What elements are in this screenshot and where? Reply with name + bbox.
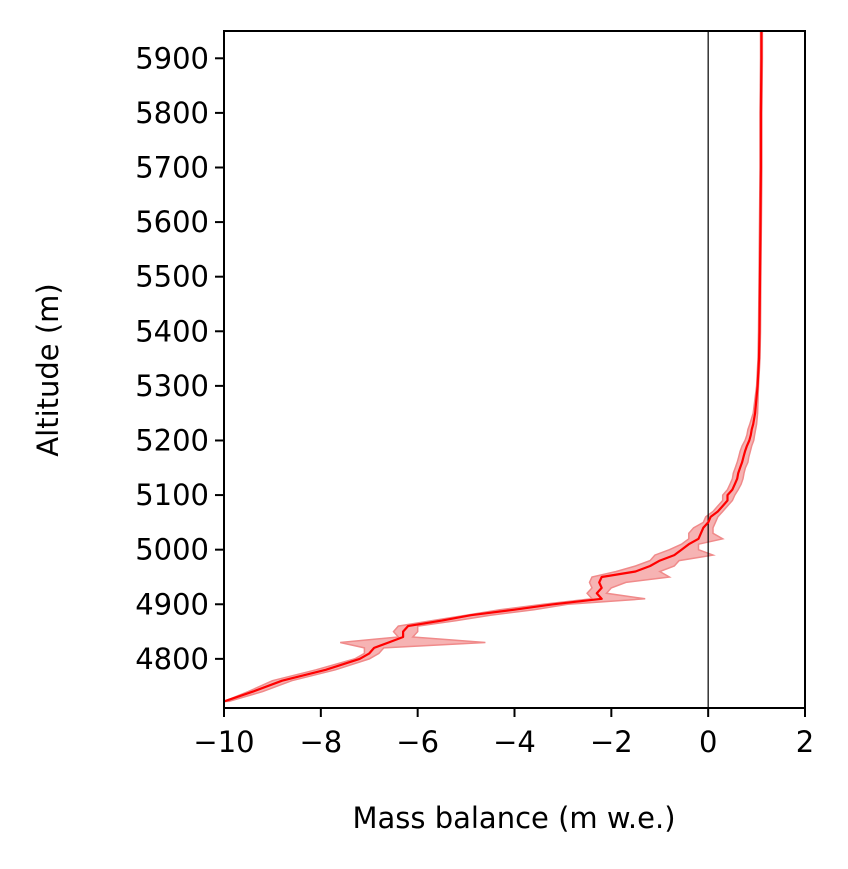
- x-tick-label: 2: [796, 725, 814, 759]
- y-tick-label: 4900: [135, 587, 209, 621]
- y-tick-label: 5600: [135, 205, 209, 239]
- y-tick-label: 5100: [135, 478, 209, 512]
- plot-frame: [223, 30, 806, 709]
- plot-area: [223, 30, 806, 709]
- x-tick-label: −2: [590, 725, 633, 759]
- y-axis-label: Altitude (m): [31, 283, 65, 456]
- y-tick-label: 5800: [135, 96, 209, 130]
- y-axis: 4800 4900 5000 5100 5200 5300 5400 5500 5600 5700…: [135, 41, 224, 676]
- y-tick-label: 5500: [135, 260, 209, 294]
- y-tick-label: 5000: [135, 533, 209, 567]
- x-tick-label: −4: [493, 725, 536, 759]
- y-tick-label: 5900: [135, 41, 209, 75]
- y-tick-label: 5300: [135, 369, 209, 403]
- y-tick-label: 4800: [135, 642, 209, 676]
- x-tick-label: 0: [699, 725, 717, 759]
- x-tick-label: −10: [193, 725, 254, 759]
- y-tick-label: 5700: [135, 150, 209, 184]
- x-axis-label: Mass balance (m w.e.): [352, 801, 675, 835]
- x-axis: −10 −8 −6 −4 −2 0 2: [193, 708, 814, 759]
- plot-content: [224, 31, 764, 708]
- y-tick-label: 5400: [135, 314, 209, 348]
- y-tick-label: 5200: [135, 423, 209, 457]
- x-tick-label: −8: [299, 725, 342, 759]
- uncertainty-band: [224, 31, 764, 703]
- mass-balance-line: [224, 31, 763, 703]
- x-tick-label: −6: [396, 725, 439, 759]
